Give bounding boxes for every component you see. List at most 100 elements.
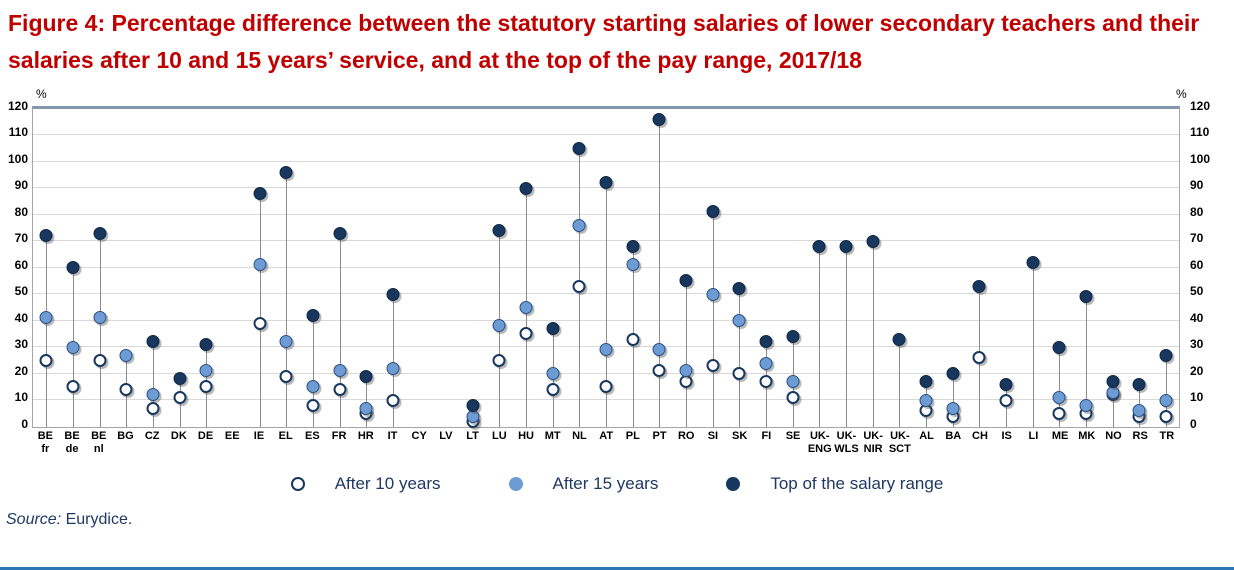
- chart-column-lv: [433, 109, 460, 427]
- chart-column-it: [380, 109, 407, 427]
- chart-area: % % BE fr BE de BE nl BG CZ DK DE EE IE EL ES FR HR IT CY…: [0, 87, 1234, 463]
- data-point-top-of-range: [546, 322, 560, 336]
- y-tick-label: 90: [1190, 178, 1204, 193]
- data-point-after-15-years: [1079, 398, 1093, 412]
- legend-item-top-of-salary-range: Top of the salary range: [726, 474, 943, 494]
- stem-line: [1165, 355, 1167, 427]
- data-point-after-15-years: [93, 311, 107, 325]
- stem-line: [366, 376, 368, 427]
- y-tick-label: 0: [1190, 416, 1197, 431]
- x-tick-label: SK: [731, 429, 748, 442]
- x-tick-label: CY: [411, 429, 427, 442]
- after-10-years-marker-icon: [290, 476, 305, 491]
- x-tick-label: LU: [491, 429, 507, 442]
- gridline: [33, 372, 1179, 374]
- data-point-after-10-years: [173, 390, 187, 404]
- chart-column-rs: [1126, 109, 1153, 427]
- y-tick-label: 100: [7, 151, 28, 166]
- data-point-after-15-years: [199, 364, 213, 378]
- x-tick-label: UK- SCT: [888, 429, 911, 456]
- data-point-after-15-years: [519, 300, 533, 314]
- data-point-after-15-years: [1052, 390, 1066, 404]
- x-tick-label: BE de: [64, 429, 80, 456]
- data-point-top-of-range: [146, 335, 160, 349]
- data-point-top-of-range: [492, 224, 506, 237]
- chart-column-pt: [646, 109, 673, 427]
- chart-column-tr: [1153, 109, 1180, 427]
- chart-column-sk: [726, 109, 753, 427]
- chart-column-es: [300, 109, 327, 427]
- x-axis-labels: BE fr BE de BE nl BG CZ DK DE EE IE EL ES FR HR IT CY LV LT…: [32, 430, 1180, 458]
- chart-column-ba: [939, 109, 966, 427]
- y-tick-label: 0: [21, 416, 28, 431]
- chart-column-hu: [513, 109, 540, 427]
- data-point-after-10-years: [572, 279, 586, 293]
- x-tick-label: ES: [305, 429, 320, 442]
- stem-line: [659, 119, 661, 427]
- chart-column-cy: [406, 109, 433, 427]
- data-point-after-10-years: [599, 380, 613, 394]
- stem-line: [312, 315, 314, 427]
- data-point-after-10-years: [759, 375, 773, 389]
- x-tick-label: SI: [707, 429, 719, 442]
- data-point-after-10-years: [199, 380, 213, 394]
- stem-line: [1032, 262, 1034, 427]
- data-point-top-of-range: [999, 377, 1013, 391]
- source-text: Eurydice.: [61, 510, 133, 528]
- stem-line: [872, 241, 874, 427]
- data-point-after-15-years: [759, 356, 773, 370]
- data-point-top-of-range: [333, 226, 347, 240]
- chart-column-al: [913, 109, 940, 427]
- x-tick-label: PL: [625, 429, 640, 442]
- x-tick-label: AL: [919, 429, 934, 442]
- y-axis-unit-left: %: [36, 86, 47, 101]
- y-tick-label: 10: [14, 390, 28, 405]
- data-point-top-of-range: [173, 372, 187, 386]
- chart-column-uk-nir: [859, 109, 886, 427]
- data-point-top-of-range: [572, 141, 586, 155]
- x-tick-label: MK: [1078, 429, 1096, 442]
- stem-line: [712, 211, 714, 427]
- data-point-after-10-years: [999, 393, 1013, 407]
- chart-column-be-de: [60, 109, 87, 427]
- data-point-after-10-years: [706, 359, 720, 373]
- stem-line: [819, 246, 821, 427]
- stem-line: [1085, 296, 1087, 427]
- chart-column-uk-eng: [806, 109, 833, 427]
- chart-plot: [32, 105, 1180, 428]
- y-tick-label: 30: [1190, 337, 1204, 352]
- data-point-top-of-range: [66, 261, 80, 275]
- gridline: [33, 293, 1179, 295]
- y-tick-label: 60: [14, 257, 28, 272]
- data-point-after-10-years: [66, 380, 80, 394]
- chart-column-ie: [246, 109, 273, 427]
- bottom-divider: [0, 567, 1234, 570]
- data-point-top-of-range: [466, 398, 480, 412]
- stem-line: [846, 246, 848, 427]
- data-point-after-10-years: [386, 393, 400, 407]
- data-point-top-of-range: [253, 186, 267, 200]
- data-point-top-of-range: [599, 176, 613, 190]
- x-tick-label: EE: [224, 429, 240, 442]
- data-point-after-10-years: [119, 383, 133, 396]
- data-point-after-15-years: [333, 364, 347, 378]
- y-tick-label: 90: [14, 178, 28, 193]
- x-tick-label: BA: [945, 429, 962, 442]
- data-point-top-of-range: [1079, 290, 1093, 304]
- x-tick-label: FR: [331, 429, 347, 442]
- stem-line: [739, 288, 741, 427]
- data-point-after-10-years: [279, 369, 293, 383]
- x-tick-label: CZ: [144, 429, 160, 442]
- chart-column-hr: [353, 109, 380, 427]
- x-tick-label: ME: [1051, 429, 1069, 442]
- data-point-after-15-years: [546, 367, 560, 381]
- x-tick-label: UK- ENG: [807, 429, 832, 456]
- legend-label: After 15 years: [552, 473, 659, 493]
- y-tick-label: 60: [1190, 257, 1204, 272]
- legend-label: After 10 years: [334, 473, 441, 493]
- data-point-after-10-years: [1052, 406, 1066, 420]
- chart-column-bg: [113, 109, 140, 427]
- x-tick-label: BG: [117, 429, 134, 442]
- x-tick-label: SE: [785, 429, 801, 442]
